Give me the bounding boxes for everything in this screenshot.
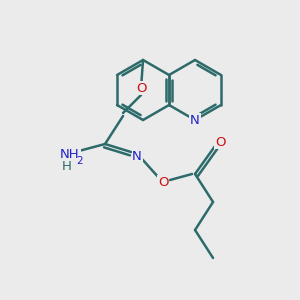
Text: O: O	[215, 136, 225, 148]
Text: 2: 2	[77, 156, 83, 166]
Text: N: N	[190, 113, 200, 127]
Text: NH: NH	[60, 148, 80, 160]
Text: N: N	[132, 149, 142, 163]
Text: O: O	[136, 82, 146, 94]
Text: H: H	[62, 160, 72, 172]
Text: O: O	[158, 176, 168, 188]
